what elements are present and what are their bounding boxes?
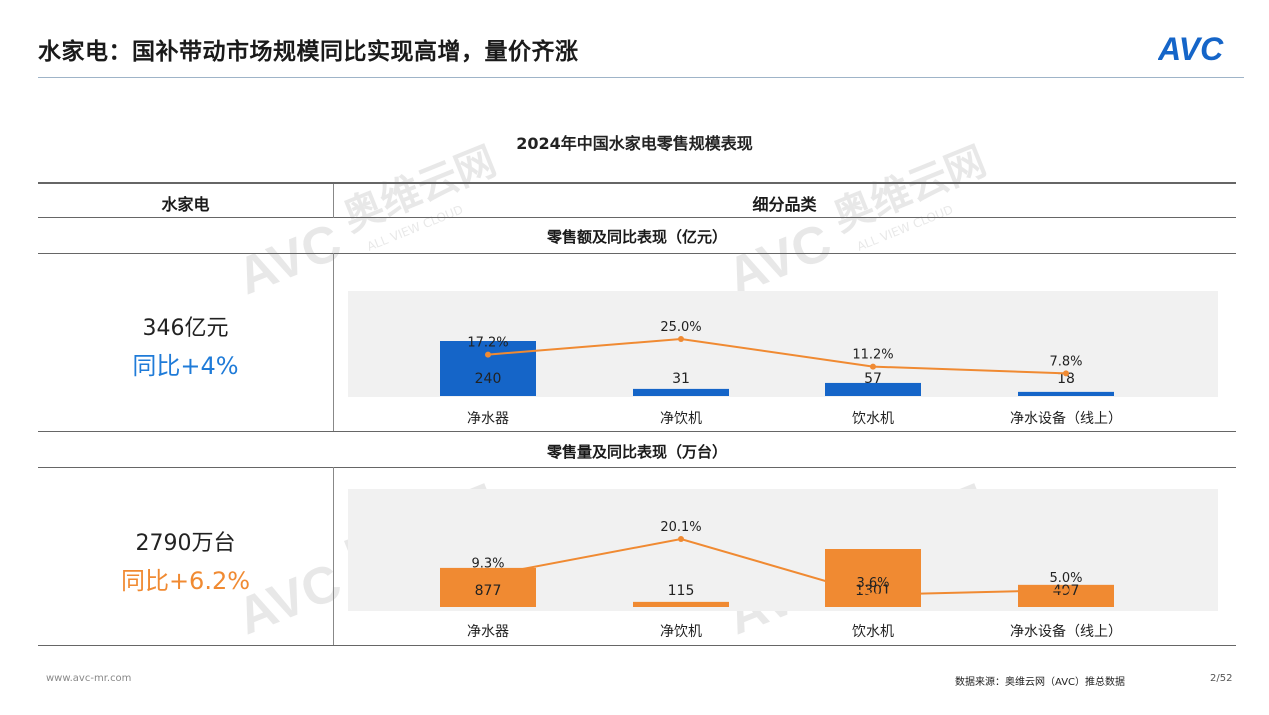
volume-growth: 同比+6.2% [120,567,251,595]
bar [440,341,536,396]
bar [825,382,921,396]
bar-value-label: 31 [672,371,690,387]
section-subheader-sales: 零售额及同比表现（亿元） [546,228,727,246]
growth-label: 7.8% [1049,354,1082,369]
footer-website: www.avc-mr.com [46,673,132,684]
row-divider [38,253,1236,254]
growth-label: 25.0% [660,320,701,335]
sales-total: 346亿元 [142,316,229,341]
category-label: 净水器 [467,411,509,427]
section-subheader-volume: 零售量及同比表现（万台） [546,443,727,461]
growth-point [1063,370,1069,377]
row-divider [38,431,1236,432]
avc-logo: AVC [1158,31,1224,66]
growth-point [485,572,491,579]
bar-value-label: 877 [475,583,502,599]
bar-value-label: 240 [475,371,502,387]
page-number: 2/52 [1210,673,1233,684]
table-title: 2024年中国水家电零售规模表现 [516,134,753,153]
column-divider [333,467,334,645]
sales-growth: 同比+4% [132,352,239,380]
row-divider [38,217,1236,218]
growth-label: 3.6% [856,576,889,591]
table-top-rule [38,182,1236,184]
volume-total: 2790万台 [135,531,236,556]
growth-point [678,336,684,342]
bar [633,601,729,607]
growth-point [1063,587,1069,594]
bar [633,388,729,396]
growth-point [870,591,876,598]
row-divider [38,467,1236,468]
growth-label: 17.2% [467,336,508,351]
category-label: 饮水机 [852,624,894,640]
column-divider [333,184,334,218]
column-header-subcategory: 细分品类 [752,195,817,214]
category-label: 净水器 [467,624,509,640]
sales-kpi: 346亿元 同比+4% [38,310,333,381]
category-label: 净饮机 [660,411,702,427]
growth-point [678,536,684,542]
growth-label: 9.3% [471,557,504,572]
growth-label: 20.1% [660,520,701,535]
title-divider [38,77,1244,78]
category-label: 净水设备（线上） [1010,623,1122,640]
volume-chart: 877净水器115净饮机1301饮水机497净水设备（线上）9.3%20.1%3… [440,520,1122,640]
table-bottom-rule [38,645,1236,646]
growth-label: 5.0% [1049,571,1082,586]
column-divider [333,253,334,431]
growth-label: 11.2% [852,348,893,363]
svg-text:AVC: AVC [1158,31,1224,66]
growth-line [487,337,1067,375]
bar-value-label: 115 [668,583,695,599]
volume-kpi: 2790万台 同比+6.2% [38,525,333,596]
footer-source: 数据来源：奥维云网（AVC）推总数据 [955,677,1126,688]
growth-point [485,351,491,358]
column-header-category: 水家电 [161,195,210,214]
category-label: 净水设备（线上） [1010,410,1122,427]
growth-line [487,537,1067,596]
bar-value-label: 57 [864,371,882,387]
sales-chart: 240 净水器 31 净饮机 57 饮水机 18 净水设备（线上） 17.2% 25.0% 11.2… [440,320,1122,427]
slide-title: 水家电：国补带动市场规模同比实现高增，量价齐涨 [38,39,579,65]
growth-point [870,363,876,370]
bar [1018,391,1114,396]
bar-value-label: 18 [1057,371,1075,387]
category-label: 饮水机 [852,411,894,427]
category-label: 净饮机 [660,624,702,640]
